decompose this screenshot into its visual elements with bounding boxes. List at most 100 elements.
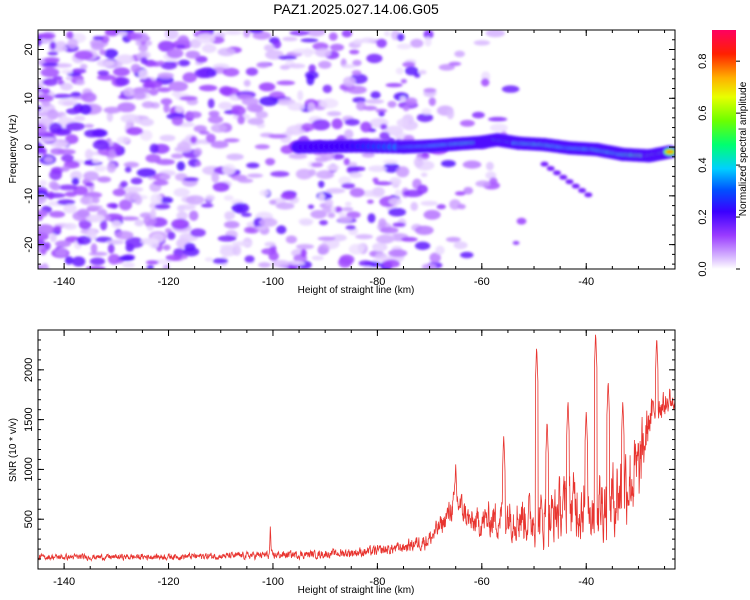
noise-blob xyxy=(223,138,240,143)
noise-blob xyxy=(185,195,205,205)
noise-blob xyxy=(199,130,210,135)
noise-blob xyxy=(159,134,176,142)
noise-blob xyxy=(388,249,408,257)
noise-blob xyxy=(394,189,402,197)
noise-blob xyxy=(372,177,379,183)
noise-blob xyxy=(183,177,199,182)
spectrogram-y-label: Frequency (Hz) xyxy=(8,115,19,184)
noise-blob xyxy=(376,234,395,244)
noise-blob xyxy=(133,33,143,40)
noise-blob xyxy=(116,54,135,65)
noise-blob xyxy=(421,152,429,158)
noise-blob xyxy=(190,228,206,237)
noise-blob xyxy=(124,191,141,202)
noise-blob xyxy=(319,98,339,109)
noise-blob xyxy=(489,177,498,185)
noise-blob xyxy=(378,111,385,117)
noise-blob xyxy=(152,180,169,186)
noise-blob xyxy=(256,62,270,69)
noise-blob xyxy=(70,91,82,97)
noise-blob xyxy=(338,211,346,217)
noise-blob xyxy=(248,30,264,34)
noise-blob xyxy=(177,59,190,67)
noise-blob xyxy=(338,257,352,268)
noise-blob xyxy=(224,30,243,35)
noise-blob xyxy=(64,191,77,197)
noise-blob xyxy=(120,180,128,188)
noise-blob xyxy=(387,100,397,108)
noise-blob xyxy=(207,98,215,109)
noise-blob xyxy=(195,161,202,167)
noise-blob xyxy=(163,103,170,113)
colorbar-label: Normalized spectral amplitude xyxy=(738,81,749,216)
noise-blob xyxy=(65,76,73,81)
noise-blob xyxy=(57,199,76,206)
noise-blob xyxy=(157,40,175,52)
noise-blob xyxy=(380,123,388,130)
noise-blob xyxy=(349,187,365,198)
noise-blob xyxy=(403,105,410,112)
noise-blob xyxy=(279,64,291,70)
noise-blob xyxy=(165,254,182,261)
noise-blob xyxy=(130,177,143,185)
noise-blob xyxy=(296,244,314,250)
noise-blob xyxy=(243,226,256,234)
noise-blob xyxy=(78,218,92,230)
noise-blob xyxy=(219,86,233,95)
noise-blob xyxy=(311,162,324,168)
noise-blob xyxy=(420,172,428,177)
noise-blob xyxy=(55,248,67,257)
noise-blob xyxy=(76,235,92,245)
noise-blob xyxy=(414,72,421,78)
noise-blob xyxy=(246,162,260,169)
x-tick-label: -100 xyxy=(262,276,284,288)
noise-blob xyxy=(185,50,201,59)
noise-blob xyxy=(57,98,78,107)
noise-blob xyxy=(255,225,267,230)
noise-blob xyxy=(176,161,186,171)
noise-blob xyxy=(307,204,315,210)
noise-blob xyxy=(231,106,246,116)
noise-blob xyxy=(118,199,133,211)
noise-blob xyxy=(53,93,73,99)
snr-x-label: Height of straight line (km) xyxy=(298,585,415,596)
noise-blob xyxy=(57,149,76,155)
noise-blob xyxy=(306,30,326,37)
noise-blob xyxy=(276,225,287,235)
noise-blob xyxy=(401,237,418,242)
noise-blob xyxy=(79,63,88,70)
noise-blob xyxy=(378,218,387,229)
noise-blob xyxy=(349,49,360,55)
noise-blob xyxy=(343,158,350,166)
noise-blob xyxy=(179,95,198,101)
noise-blob xyxy=(459,119,475,127)
noise-blob xyxy=(164,30,179,40)
noise-blob xyxy=(472,111,485,119)
noise-blob xyxy=(334,206,343,213)
noise-blob xyxy=(146,265,154,269)
noise-blob xyxy=(150,193,163,205)
noise-blob xyxy=(348,166,366,172)
noise-blob xyxy=(341,64,357,69)
noise-blob xyxy=(347,85,367,95)
noise-blob xyxy=(141,101,155,109)
noise-blob xyxy=(204,257,213,262)
noise-blob xyxy=(126,127,144,136)
noise-blob xyxy=(318,180,325,188)
colorbar-tick-label: 0.4 xyxy=(697,157,709,172)
noise-blob xyxy=(187,111,202,119)
colorbar: 0.0 0.2 0.4 0.6 0.8 Normalized spectral ampl… xyxy=(697,30,749,277)
noise-blob xyxy=(90,41,105,51)
noise-blob xyxy=(190,136,198,144)
noise-blob xyxy=(317,243,330,255)
noise-blob xyxy=(144,80,163,89)
noise-blob xyxy=(224,220,240,229)
noise-blob xyxy=(344,129,354,140)
noise-blob xyxy=(88,251,108,256)
noise-blob xyxy=(205,194,216,201)
noise-blob xyxy=(405,97,418,106)
noise-blob xyxy=(212,258,228,264)
noise-blob xyxy=(160,98,173,106)
noise-blob xyxy=(258,262,271,268)
noise-blob xyxy=(457,203,466,210)
